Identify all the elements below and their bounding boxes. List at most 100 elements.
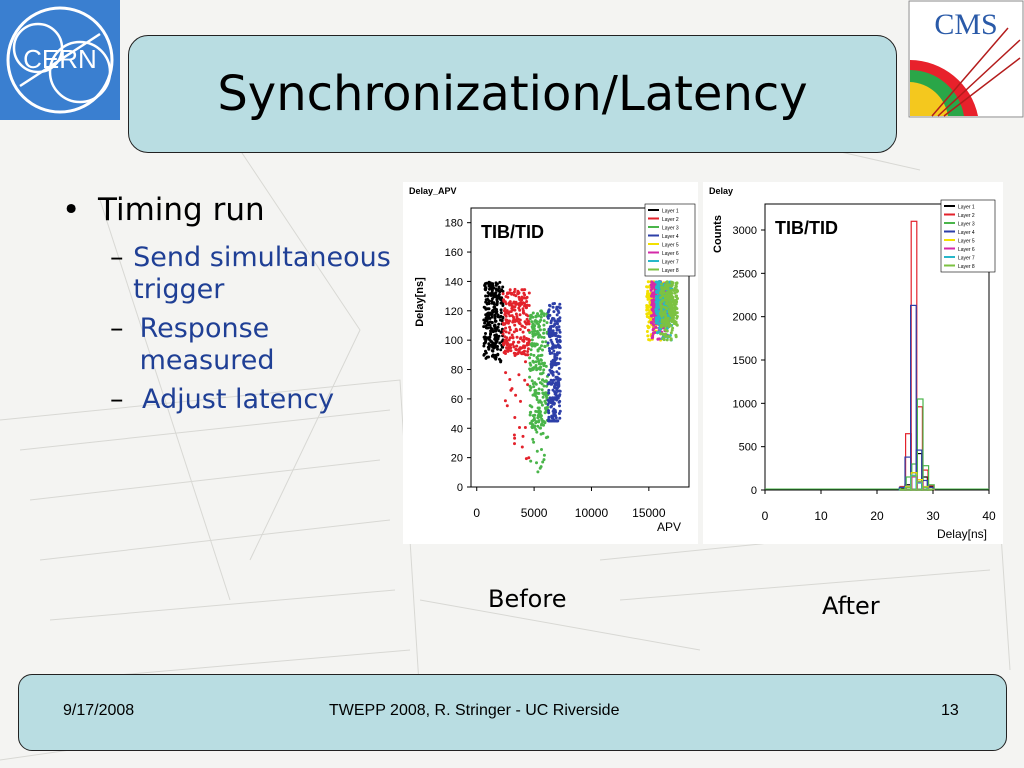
data-point — [657, 305, 661, 309]
x-tick-label: 10 — [814, 509, 828, 523]
data-point — [656, 283, 660, 287]
data-point — [533, 332, 537, 336]
data-point — [482, 344, 486, 348]
data-point — [485, 314, 489, 318]
y-tick-label: 100 — [445, 335, 463, 347]
data-point — [538, 367, 542, 371]
legend-entry: Layer 4 — [958, 230, 975, 236]
data-point — [484, 332, 487, 335]
data-point — [496, 313, 500, 317]
data-point — [503, 399, 507, 403]
data-point — [669, 338, 673, 342]
sub-bullet-response: – Response measured — [110, 313, 392, 378]
data-point — [486, 345, 490, 349]
data-point — [527, 291, 531, 295]
data-point — [511, 320, 515, 324]
data-point — [650, 308, 654, 311]
data-point — [513, 442, 516, 446]
x-tick-label: 15000 — [632, 506, 666, 520]
data-point — [539, 315, 543, 319]
data-point — [547, 388, 551, 392]
data-point — [551, 402, 554, 405]
data-point — [555, 340, 559, 344]
data-point — [508, 378, 512, 381]
data-point — [502, 329, 506, 333]
data-point — [661, 318, 665, 322]
data-point — [536, 349, 540, 353]
data-point — [650, 285, 654, 289]
y-tick-label: 40 — [451, 423, 463, 435]
data-point — [670, 328, 674, 332]
data-point — [665, 280, 668, 284]
data-point — [537, 406, 541, 410]
data-point — [494, 288, 498, 292]
data-point — [492, 301, 496, 305]
data-point — [542, 384, 546, 388]
data-point — [491, 330, 495, 334]
data-point — [535, 343, 539, 346]
data-point — [526, 350, 530, 353]
data-point — [528, 388, 532, 392]
y-tick-label: 180 — [445, 218, 463, 230]
data-point — [513, 436, 517, 440]
data-point — [536, 367, 540, 371]
data-point — [504, 352, 507, 355]
before-scatter-chart: Delay_APV TIB/TID Layer 1 Layer 2 Layer 3 Lay… — [409, 186, 696, 534]
data-point — [506, 347, 510, 351]
data-point — [493, 343, 497, 347]
data-point — [533, 319, 537, 323]
data-point — [553, 354, 557, 358]
data-point — [489, 340, 493, 343]
data-point — [538, 324, 541, 328]
data-point — [504, 302, 508, 306]
data-point — [532, 385, 536, 389]
data-point — [521, 324, 524, 328]
data-point — [549, 328, 553, 332]
cern-logo-text: CERN — [23, 44, 97, 74]
data-point — [547, 415, 551, 419]
data-point — [551, 345, 555, 349]
data-point — [666, 320, 670, 324]
data-point — [550, 351, 554, 355]
data-point — [534, 360, 538, 364]
data-point — [652, 298, 656, 302]
cms-logo-text: CMS — [934, 8, 997, 41]
data-point — [493, 326, 497, 330]
data-point — [555, 419, 559, 423]
data-point — [651, 300, 655, 304]
data-point — [494, 281, 498, 285]
data-point — [555, 313, 559, 317]
data-point — [520, 295, 524, 299]
data-point — [537, 362, 541, 366]
data-point — [541, 460, 545, 464]
sub-bullet-send: – Send simultaneous trigger — [110, 242, 391, 306]
data-point — [528, 356, 532, 360]
data-point — [549, 378, 553, 382]
data-point — [555, 370, 559, 374]
data-point — [537, 377, 541, 381]
data-point — [553, 352, 557, 356]
data-point — [549, 321, 553, 325]
data-point — [536, 424, 540, 428]
data-point — [666, 323, 670, 327]
chart-title: Delay — [709, 186, 733, 196]
data-point — [557, 328, 561, 332]
data-point — [494, 329, 498, 333]
data-point — [495, 298, 499, 302]
data-point — [499, 308, 503, 312]
data-point — [542, 323, 546, 327]
data-point — [537, 419, 541, 423]
data-point — [486, 321, 490, 325]
data-point — [490, 349, 494, 353]
sub-bullet-text: Adjust latency — [142, 383, 335, 415]
data-point — [542, 319, 546, 323]
data-point — [534, 382, 538, 386]
legend-entry: Layer 6 — [958, 247, 975, 253]
data-point — [506, 312, 510, 315]
data-point — [510, 291, 514, 295]
data-point — [510, 333, 514, 337]
data-point — [514, 347, 518, 351]
data-point — [529, 348, 533, 352]
data-point — [548, 396, 552, 400]
data-point — [652, 323, 656, 327]
